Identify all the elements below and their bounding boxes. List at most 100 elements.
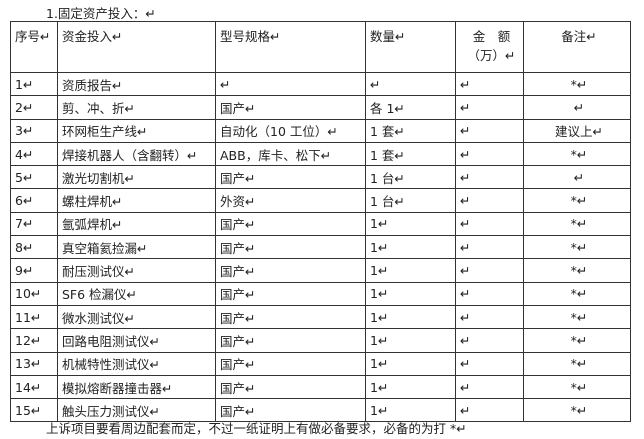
table-cell: 15↵ (10, 398, 58, 423)
header-row: 序号↵ 资金投入↵ 型号规格↵ 数量↵ 金 额 （万）↵ 备注↵ (10, 21, 631, 73)
table-cell: 1↵ (10, 71, 58, 97)
table-cell: *↵ (523, 71, 631, 97)
table-cell: *↵ (523, 258, 631, 283)
table-cell: 螺柱焊机↵ (57, 188, 216, 213)
table-cell: *↵ (523, 188, 631, 213)
table-cell: 6↵ (10, 188, 58, 213)
table-cell: 1↵ (365, 398, 456, 423)
table-cell: 焊接机器人（含翻转）↵ (57, 141, 216, 167)
table-row: 3↵ 环网柜生产线↵ 自动化（10 工位）↵ 1 套↵ ↵ 建议上↵ (10, 118, 631, 143)
table-cell: 1↵ (365, 211, 456, 237)
table-cell: *↵ (523, 374, 631, 400)
table-cell: ↵ (455, 165, 524, 190)
asset-table: 序号↵ 资金投入↵ 型号规格↵ 数量↵ 金 额（万）↵ 备注↵ 1↵ 资质报告↵ ↵ ↵ ↵ *↵ 2… (10, 21, 631, 423)
table-cell: 国产↵ (215, 258, 366, 283)
table-cell: 触头压力测试仪↵ (57, 398, 216, 423)
table-cell: 1↵ (365, 374, 456, 400)
table-cell: 11↵ (10, 304, 58, 330)
table-cell: 自动化（10 工位）↵ (215, 118, 366, 143)
table-row: 12↵ 回路电阻测试仪↵ 国产↵ 1↵ ↵ *↵ (10, 328, 631, 353)
header-cell: 备注↵ (523, 21, 631, 73)
table-row: 1↵ 资质报告↵ ↵ ↵ ↵ *↵ (10, 71, 631, 97)
table-cell: *↵ (523, 235, 631, 260)
table-cell: 模拟熔断器撞击器↵ (57, 374, 216, 400)
table-cell: 8↵ (10, 235, 58, 260)
table-cell: 1 套↵ (365, 118, 456, 143)
table-cell: ↵ (523, 165, 631, 190)
table-cell: *↵ (523, 281, 631, 306)
table-cell: 7↵ (10, 211, 58, 237)
table-cell: 国产↵ (215, 165, 366, 190)
table-row: 7↵ 氩弧焊机↵ 国产↵ 1↵ ↵ *↵ (10, 211, 631, 237)
table-cell: 国产↵ (215, 351, 366, 376)
header-cell: 数量↵ (365, 21, 456, 73)
table-cell: ↵ (455, 281, 524, 306)
table-cell: ↵ (215, 71, 366, 97)
table-cell: 各 1↵ (365, 95, 456, 120)
table-cell: 1↵ (365, 328, 456, 353)
table-cell: ↵ (455, 374, 524, 400)
table-cell: 激光切割机↵ (57, 165, 216, 190)
table-cell: ABB，库卡、松下↵ (215, 141, 366, 167)
table-cell: ↵ (455, 351, 524, 376)
table-cell: ↵ (455, 118, 524, 143)
table-cell: 氩弧焊机↵ (57, 211, 216, 237)
table-cell: 1↵ (365, 258, 456, 283)
table-row: 11↵ 微水测试仪↵ 国产↵ 1↵ ↵ *↵ (10, 304, 631, 330)
table-cell: ↵ (455, 71, 524, 97)
table-row: 13↵ 机械特性测试仪↵ 国产↵ 1↵ ↵ *↵ (10, 351, 631, 376)
table-cell: 国产↵ (215, 304, 366, 330)
table-cell: 资质报告↵ (57, 71, 216, 97)
table-cell: 1 套↵ (365, 141, 456, 167)
table-cell: *↵ (523, 328, 631, 353)
section-title: 1.固定资产投入：↵ (46, 6, 156, 21)
table-cell: 国产↵ (215, 281, 366, 306)
table-cell: ↵ (455, 235, 524, 260)
table-row: 14↵ 模拟熔断器撞击器↵ 国产↵ 1↵ ↵ *↵ (10, 374, 631, 400)
header-line: 金 额 (472, 29, 511, 44)
table-cell: *↵ (523, 211, 631, 237)
table-cell: 10↵ (10, 281, 58, 306)
table-cell: ↵ (455, 95, 524, 120)
table-cell: 1↵ (365, 351, 456, 376)
table-row: 9↵ 耐压测试仪↵ 国产↵ 1↵ ↵ *↵ (10, 258, 631, 283)
table-cell: 环网柜生产线↵ (57, 118, 216, 143)
table-cell: 5↵ (10, 165, 58, 190)
table-cell: 2↵ (10, 95, 58, 120)
table-cell: 国产↵ (215, 235, 366, 260)
table-cell: 建议上↵ (523, 118, 631, 143)
table-cell: 真空箱氦捡漏↵ (57, 235, 216, 260)
table-cell: ↵ (455, 258, 524, 283)
header-cell: 序号↵ (10, 21, 58, 73)
table-cell: 1 台↵ (365, 165, 456, 190)
table-cell: 国产↵ (215, 328, 366, 353)
table-cell: ↵ (523, 95, 631, 120)
table-cell: 回路电阻测试仪↵ (57, 328, 216, 353)
table-cell: 国产↵ (215, 95, 366, 120)
table-cell: ↵ (455, 328, 524, 353)
header-cell: 金 额 （万）↵ (455, 21, 524, 73)
table-cell: 国产↵ (215, 211, 366, 237)
header-line: （万）↵ (467, 48, 516, 63)
table-cell: ↵ (455, 188, 524, 213)
table-cell: 3↵ (10, 118, 58, 143)
table-row: 8↵ 真空箱氦捡漏↵ 国产↵ 1↵ ↵ *↵ (10, 235, 631, 260)
table-cell: *↵ (523, 141, 631, 167)
table-cell: *↵ (523, 398, 631, 423)
table-cell: 国产↵ (215, 374, 366, 400)
table-row: 5↵ 激光切割机↵ 国产↵ 1 台↵ ↵ ↵ (10, 165, 631, 190)
table-cell: 耐压测试仪↵ (57, 258, 216, 283)
table-cell: 1 台↵ (365, 188, 456, 213)
header-cell: 资金投入↵ (57, 21, 216, 73)
table-cell: SF6 检漏仪↵ (57, 281, 216, 306)
table-cell: *↵ (523, 304, 631, 330)
table-cell: 机械特性测试仪↵ (57, 351, 216, 376)
table-cell: 1↵ (365, 281, 456, 306)
table-row: 4↵ 焊接机器人（含翻转）↵ ABB，库卡、松下↵ 1 套↵ ↵ *↵ (10, 141, 631, 167)
table-row: 15↵ 触头压力测试仪↵ 国产↵ 1↵ ↵ *↵ (10, 398, 631, 423)
table-row: 2↵ 剪、冲、折↵ 国产↵ 各 1↵ ↵ ↵ (10, 95, 631, 120)
table-cell: 4↵ (10, 141, 58, 167)
table-cell: 1↵ (365, 304, 456, 330)
table-cell: ↵ (455, 304, 524, 330)
